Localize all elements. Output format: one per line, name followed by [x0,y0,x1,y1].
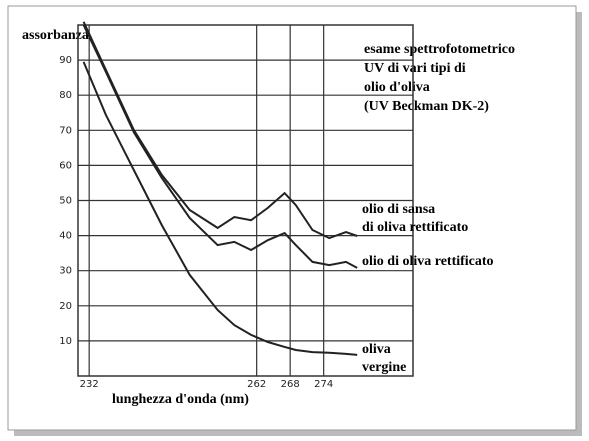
legend-label: olio di sansa [362,202,435,217]
y-tick-label: 60 [59,160,72,171]
legend-label: di oliva rettificato [362,220,468,235]
title-line: UV di vari tipi di [364,61,466,76]
x-tick-label: 268 [281,379,300,390]
y-axis-label: assorbanza [22,28,89,43]
legend-label: oliva [362,342,391,357]
legend-label: vergine [362,360,406,375]
x-tick-label: 274 [314,379,333,390]
title-line: esame spettrofotometrico [364,42,515,57]
y-tick-label: 30 [59,266,72,277]
data-line [82,24,358,269]
x-tick-label: 262 [247,379,266,390]
title-line: olio d'oliva [364,80,430,95]
data-line [82,61,358,356]
y-tick-label: 50 [59,196,72,207]
y-tick-label: 90 [59,55,72,66]
y-tick-label: 40 [59,231,72,242]
y-tick-label: 80 [59,90,72,101]
x-axis-label: lunghezza d'onda (nm) [112,392,249,407]
frame [7,5,577,431]
legend-label: olio di oliva rettificato [362,254,494,269]
y-tick-label: 10 [59,336,72,347]
y-tick-label: 70 [59,125,72,136]
x-tick-label: 232 [80,379,99,390]
data-line [82,21,358,240]
title: esame spettrofotometrico UV di vari tipi … [364,42,515,114]
y-tick-label: 20 [59,301,72,312]
title-line: (UV Beckman DK-2) [364,99,489,114]
